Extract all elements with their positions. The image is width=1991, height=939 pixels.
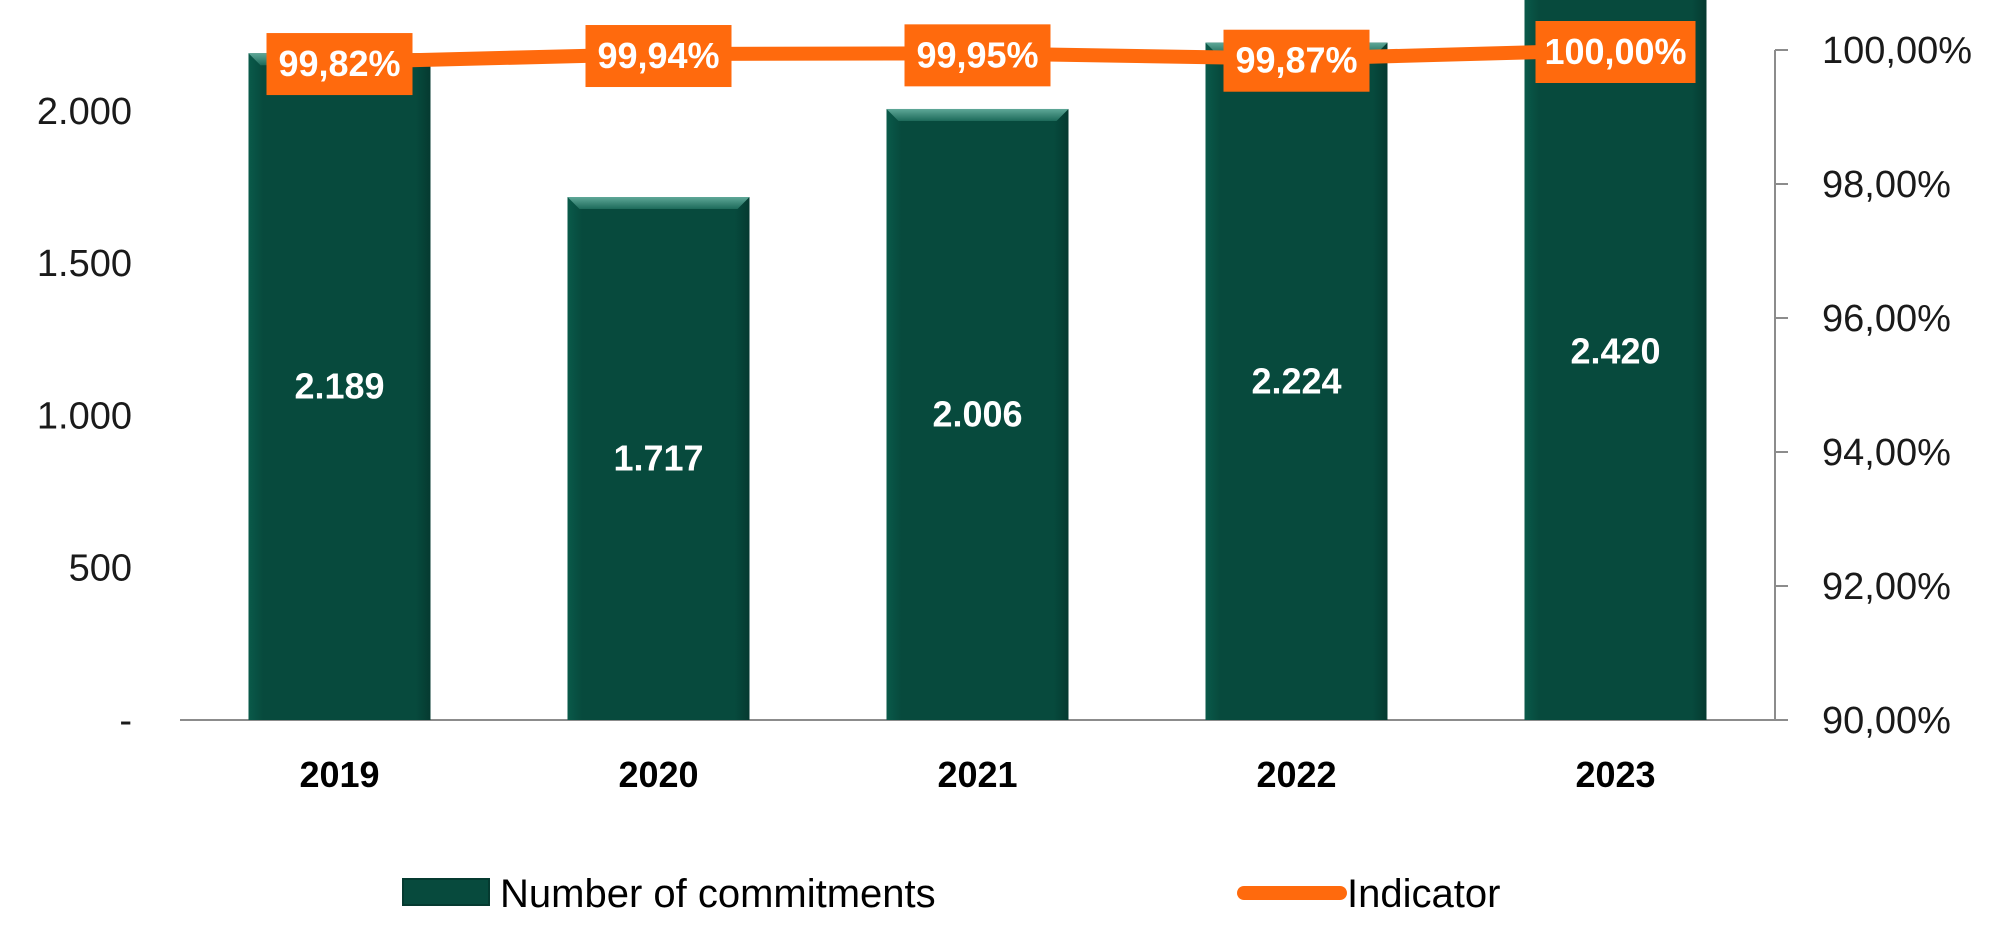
indicator-value-label: 99,87% <box>1235 40 1357 81</box>
indicator-label-box <box>585 25 732 88</box>
bar-top-bevel <box>886 108 1069 121</box>
bar-value-label: 2.224 <box>1251 360 1341 401</box>
y-right-tick-label: 98,00% <box>1822 164 1951 206</box>
y-left-tick-label: 2.000 <box>37 91 132 133</box>
indicator-value-label: 99,94% <box>597 35 719 76</box>
indicator-value-label: 99,95% <box>916 34 1038 75</box>
y-right-tick-label: 92,00% <box>1822 566 1951 608</box>
legend: Number of commitments Indicator <box>402 872 1500 916</box>
y-left-tick-label: 1.000 <box>37 395 132 437</box>
bar-commitments <box>886 108 1069 720</box>
x-category-label: 2022 <box>1256 754 1336 795</box>
y-right-tick-label: 94,00% <box>1822 432 1951 474</box>
bar-commitments <box>1205 42 1388 721</box>
x-category-label: 2021 <box>937 754 1017 795</box>
legend-label-indicator: Indicator <box>1347 872 1500 916</box>
bar-value-label: 2.189 <box>294 366 384 407</box>
y-left-tick-label: 500 <box>69 548 132 590</box>
y-right-tick-label: 96,00% <box>1822 298 1951 340</box>
x-category-label: 2020 <box>618 754 698 795</box>
axes: - 500 1.000 1.500 2.000 90,00% 92,00% 94,00% 96,… <box>37 30 1972 795</box>
bars <box>248 0 1707 721</box>
bar-value-label: 2.006 <box>932 393 1022 434</box>
bar-top-bevel <box>567 197 750 210</box>
indicator-value-label: 99,82% <box>278 43 400 84</box>
indicator-label-box <box>1223 29 1370 92</box>
bar-value-label: 1.717 <box>613 438 703 479</box>
data-labels: 2.189 1.717 2.006 2.224 2.420 99,82% 99,94% 99,… <box>266 21 1696 479</box>
indicator-value-label: 100,00% <box>1544 31 1686 72</box>
indicator-label-box <box>1535 21 1696 83</box>
y-left-tick-label: 1.500 <box>37 243 132 285</box>
bar-value-label: 2.420 <box>1570 330 1660 371</box>
legend-bar-swatch <box>402 878 490 906</box>
indicator-label-box <box>904 24 1051 87</box>
bar-commitments <box>248 53 431 721</box>
x-category-label: 2019 <box>299 754 379 795</box>
y-left-tick-label: - <box>119 700 132 742</box>
y-right-tick-label: 90,00% <box>1822 700 1951 742</box>
indicator-label-box <box>266 33 413 96</box>
bar-commitments <box>1524 0 1707 721</box>
y-right-tick-label: 100,00% <box>1822 30 1972 72</box>
x-category-label: 2023 <box>1575 754 1655 795</box>
bar-commitments <box>567 197 750 720</box>
legend-label-commitments: Number of commitments <box>500 872 936 916</box>
